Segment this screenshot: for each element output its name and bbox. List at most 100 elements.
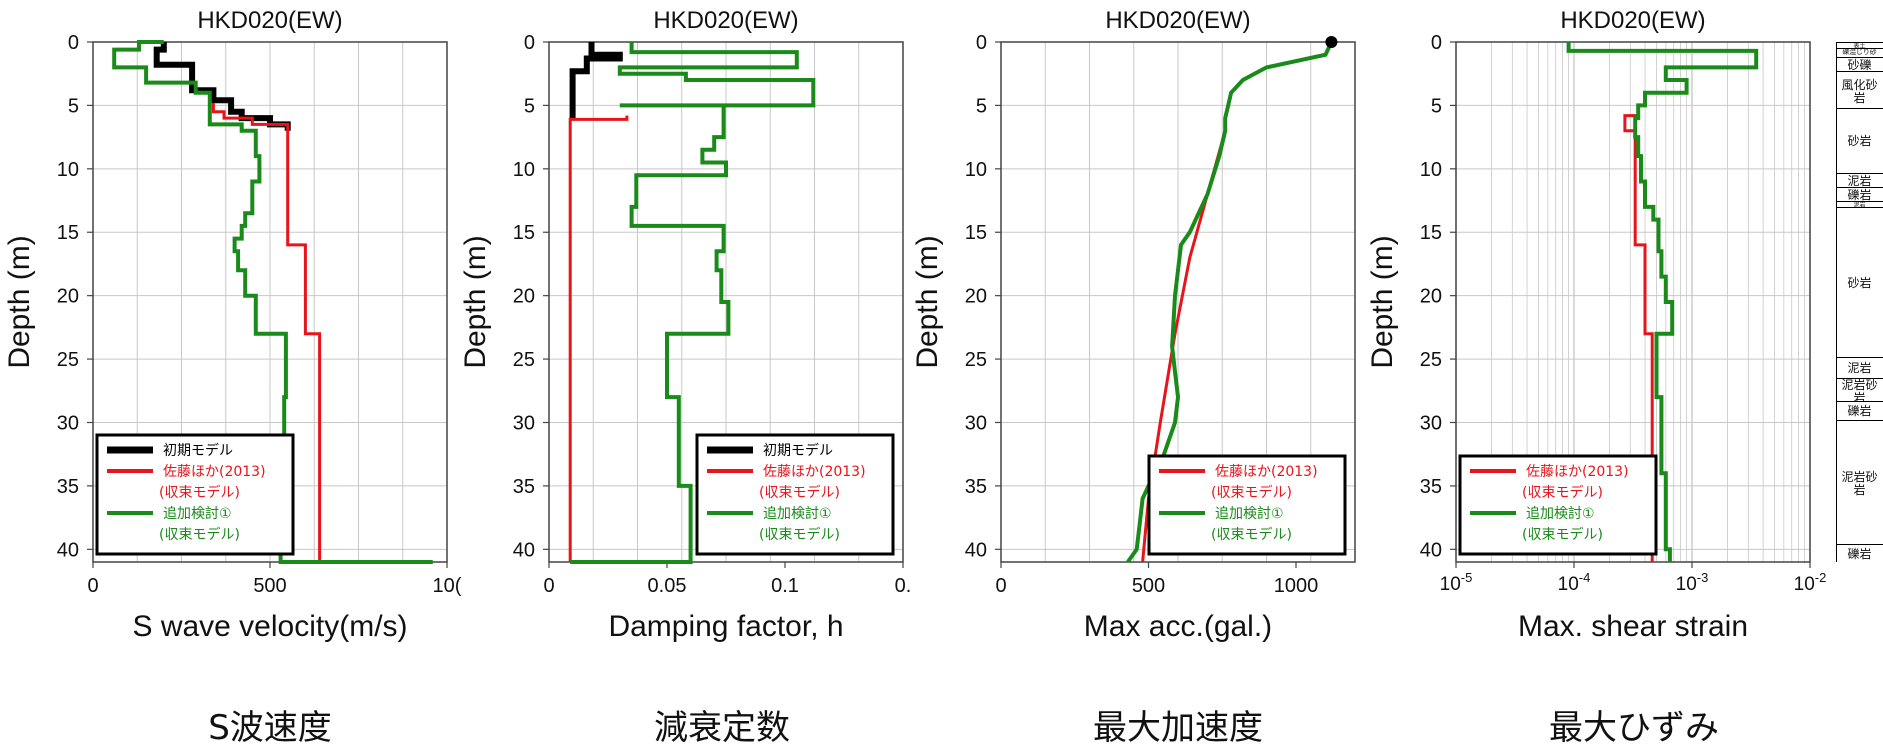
series-line-sato [568, 115, 629, 562]
y-tick-label: 30 [513, 412, 535, 434]
x-axis-label: Max acc.(gal.) [1084, 610, 1272, 643]
y-tick-label: 5 [524, 95, 535, 117]
series-line-initial [569, 42, 623, 119]
legend [695, 433, 895, 556]
series-marker-top_point [1325, 36, 1338, 48]
y-tick-label: 0 [1431, 32, 1442, 54]
stratum-label: 風化砂岩 [1836, 71, 1883, 108]
x-tick-label: 0.1 [771, 575, 799, 597]
strata-axis [1836, 42, 1839, 562]
stratum-label: 砂礫 [1836, 57, 1883, 71]
y-tick-label: 5 [1431, 95, 1442, 117]
legend-label-added: (収束モデル) [1211, 526, 1292, 543]
x-tick-label: 10( [433, 575, 462, 597]
x-tick-label: 10-3 [1676, 570, 1709, 595]
chart-title: HKD020(EW) [1560, 7, 1705, 34]
y-tick-label: 25 [965, 349, 987, 371]
strata-column: 表土 礫混じり砂 砂礫 風化砂岩 砂岩 泥岩 礫岩 泥岩 砂岩 泥岩 泥岩砂岩 礫岩 泥岩砂岩 礫岩 [1836, 42, 1883, 562]
y-tick-label: 10 [965, 159, 987, 181]
stratum-label: 礫混じり砂 [1836, 48, 1883, 57]
x-axis-label: S wave velocity(m/s) [132, 610, 407, 643]
legend-label-sato: (収束モデル) [159, 484, 240, 501]
legend-label-added: (収束モデル) [759, 526, 840, 543]
y-tick-label: 40 [513, 539, 535, 561]
legend-label-sato: (収束モデル) [1211, 484, 1292, 501]
y-tick-label: 25 [57, 349, 79, 371]
stratum-label: 泥岩砂岩 [1836, 419, 1883, 544]
legend-label-added: (収束モデル) [1522, 526, 1603, 543]
y-tick-label: 35 [965, 476, 987, 498]
series-line-sato [211, 102, 327, 564]
legend-label-sato: 佐藤ほか(2013) [1215, 464, 1318, 480]
x-axis-label: Max. shear strain [1518, 610, 1748, 643]
y-tick-label: 35 [513, 476, 535, 498]
legend-label-initial: 初期モデル [163, 442, 233, 459]
y-tick-label: 5 [976, 95, 987, 117]
caption-s-wave: S波速度 [208, 708, 332, 748]
y-tick-label: 30 [965, 412, 987, 434]
y-tick-label: 0 [976, 32, 987, 54]
chart-panel-2 [543, 41, 904, 568]
y-tick-label: 20 [965, 286, 987, 308]
y-tick-label: 20 [513, 286, 535, 308]
stratum-label: 礫岩 [1836, 186, 1883, 201]
chart-title: HKD020(EW) [653, 7, 798, 34]
stratum-label: 泥岩 [1836, 356, 1883, 379]
legend-label-added: (収束モデル) [159, 526, 240, 543]
series-line-added [570, 42, 816, 564]
y-tick-label: 15 [513, 222, 535, 244]
x-tick-label: 500 [1132, 575, 1165, 597]
legend [1458, 454, 1658, 556]
x-axis-label: Damping factor, h [608, 610, 843, 643]
y-tick-label: 25 [1420, 349, 1442, 371]
stratum-label: 砂岩 [1836, 206, 1883, 357]
y-tick-label: 40 [57, 539, 79, 561]
x-tick-label: 0 [995, 575, 1006, 597]
legend [95, 433, 295, 556]
x-tick-label: 1000 [1274, 575, 1319, 597]
legend [1147, 454, 1347, 556]
plot-frame [548, 41, 904, 563]
stratum-label: 泥岩砂岩 [1836, 378, 1883, 401]
x-tick-label: 10-4 [1558, 570, 1591, 595]
legend-box [95, 433, 295, 556]
x-tick-label: 10-5 [1440, 570, 1473, 595]
stratum-label: 表土 [1836, 42, 1883, 48]
y-tick-label: 25 [513, 349, 535, 371]
y-tick-label: 30 [1420, 412, 1442, 434]
y-tick-label: 10 [513, 159, 535, 181]
legend-label-added: 追加検討① [1526, 506, 1595, 522]
stratum-label: 泥岩 [1836, 172, 1883, 187]
stratum-label: 礫岩 [1836, 400, 1883, 420]
chart-panel-1 [87, 40, 448, 568]
legend-box [695, 433, 895, 556]
series-line-sato [1623, 114, 1654, 562]
y-tick-label: 35 [1420, 476, 1442, 498]
y-tick-label: 40 [1420, 539, 1442, 561]
caption-damping: 減衰定数 [654, 708, 790, 748]
chart-title: HKD020(EW) [197, 7, 342, 34]
stratum-label: 泥岩 [1836, 200, 1883, 207]
legend-label-sato: 佐藤ほか(2013) [763, 464, 866, 480]
legend-label-added: 追加検討① [163, 506, 232, 522]
x-tick-label: 0 [87, 575, 98, 597]
y-tick-label: 20 [1420, 286, 1442, 308]
y-tick-label: 40 [965, 539, 987, 561]
y-axis-label: Depth (m) [3, 235, 36, 368]
series-line-initial [153, 42, 291, 131]
legend-label-sato: 佐藤ほか(2013) [1526, 464, 1629, 480]
y-tick-label: 0 [68, 32, 79, 54]
plot-frame [1000, 41, 1356, 563]
y-tick-label: 15 [965, 222, 987, 244]
chart-panel-3 [995, 36, 1356, 568]
caption-max-acc: 最大加速度 [1093, 708, 1263, 748]
plot-frame [1455, 41, 1811, 563]
x-tick-label: 500 [253, 575, 286, 597]
legend-label-added: 追加検討① [1215, 506, 1284, 522]
series-line-added [112, 40, 433, 564]
x-tick-label: 0. [895, 575, 912, 597]
y-tick-label: 10 [57, 159, 79, 181]
legend-label-sato: 佐藤ほか(2013) [163, 464, 266, 480]
legend-label-sato: (収束モデル) [759, 484, 840, 501]
